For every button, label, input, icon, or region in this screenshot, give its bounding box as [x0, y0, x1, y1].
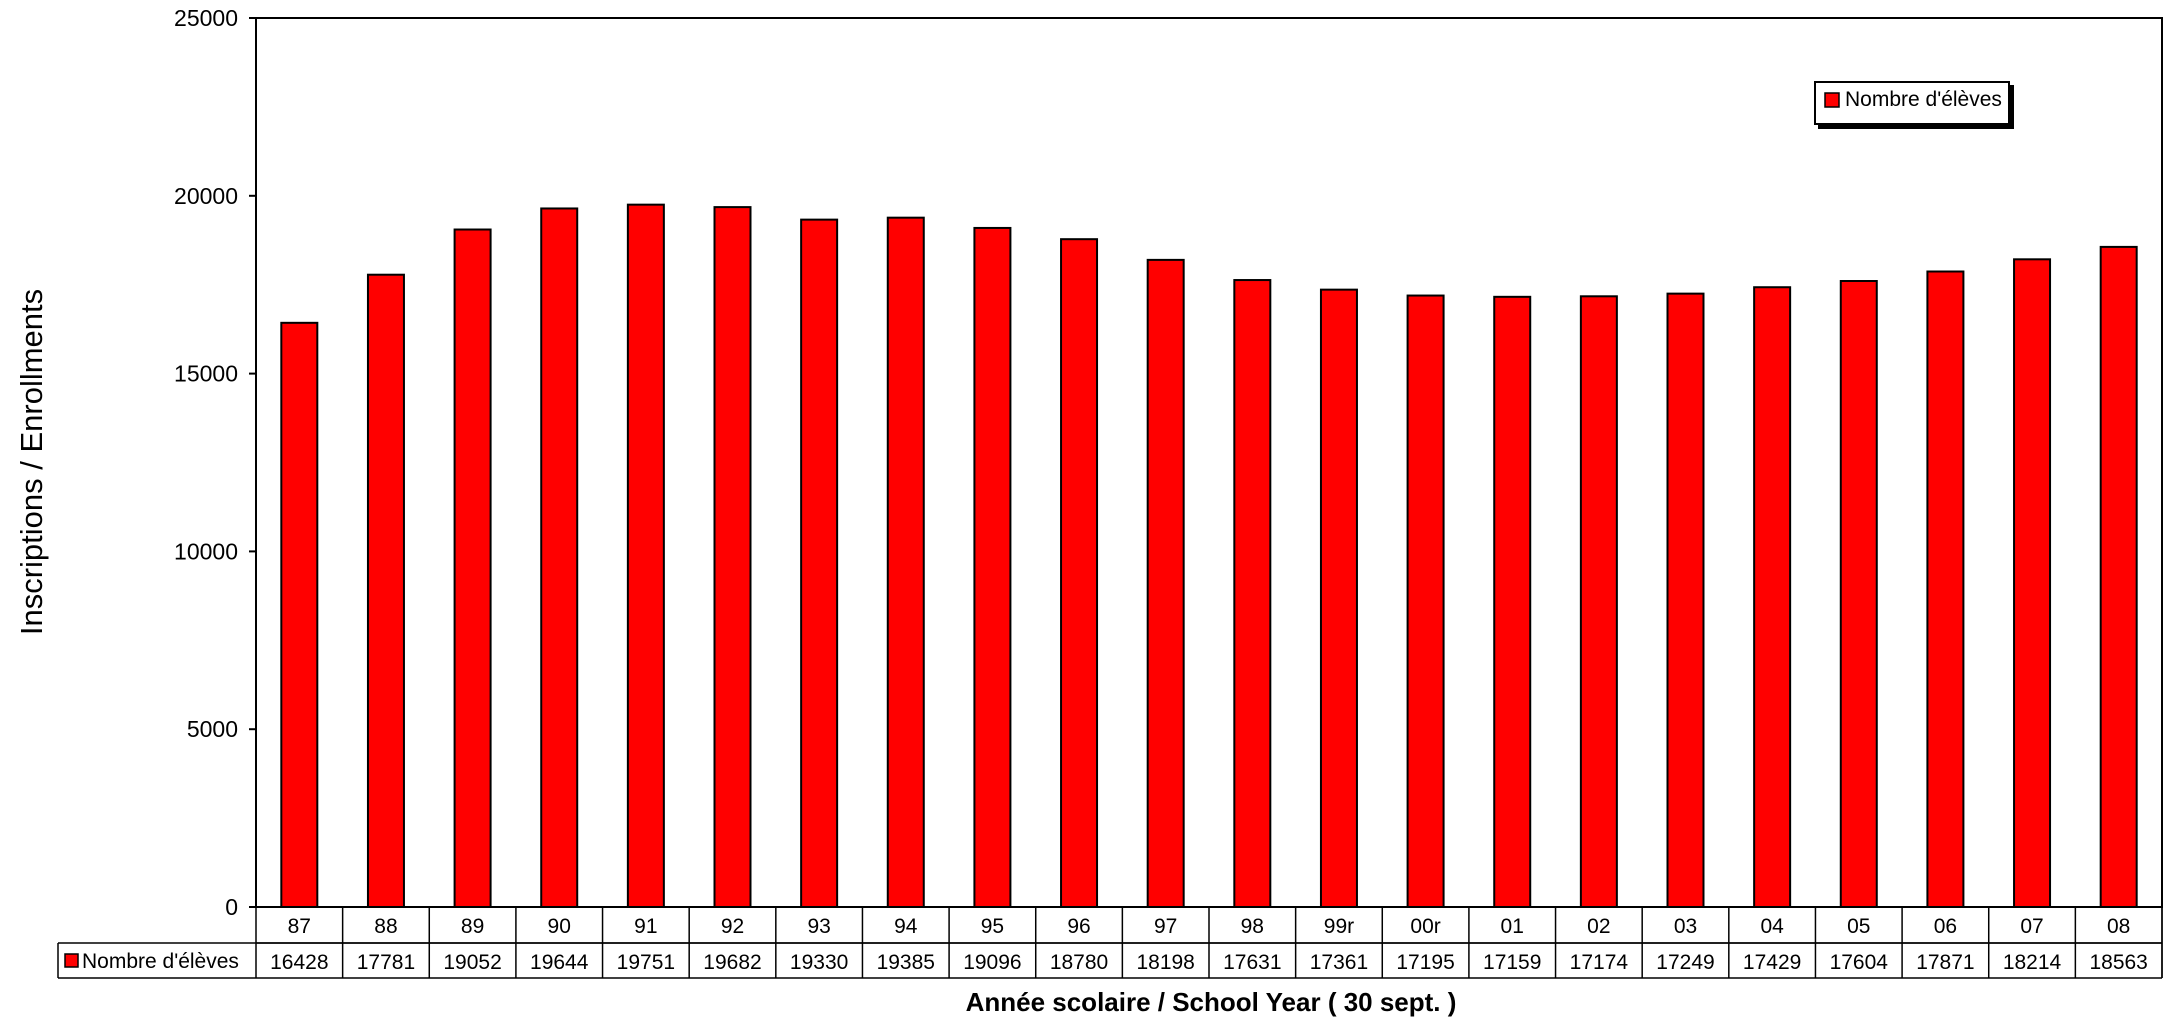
- legend-label: Nombre d'élèves: [1845, 88, 2002, 111]
- x-category-label: 06: [1934, 915, 1957, 938]
- x-category-label: 99r: [1324, 915, 1354, 938]
- y-tick-label: 10000: [174, 538, 238, 564]
- table-value-cell: 18563: [2089, 951, 2147, 974]
- x-category-label: 97: [1154, 915, 1177, 938]
- bar: [713, 206, 752, 908]
- x-category-label: 94: [894, 915, 918, 938]
- bar: [1406, 294, 1445, 909]
- legend-box: [1814, 81, 2010, 125]
- x-category-label: 98: [1241, 915, 1264, 938]
- bar: [800, 218, 839, 909]
- x-category-label: 02: [1587, 915, 1610, 938]
- table-value-cell: 17604: [1830, 951, 1889, 974]
- table-row-key: [64, 953, 79, 968]
- bar: [453, 228, 492, 909]
- table-value-cell: 18198: [1136, 951, 1194, 974]
- bar: [1060, 238, 1099, 908]
- table-value-cell: 17174: [1570, 951, 1629, 974]
- bar: [1579, 295, 1618, 909]
- data-table: Nombre d'élèves 87 16428 88 17781 89 19052 90 19…: [57, 907, 2163, 979]
- bar: [1926, 270, 1965, 908]
- y-tick-label: 25000: [174, 5, 238, 31]
- x-category-label: 08: [2107, 915, 2130, 938]
- table-value-cell: 19644: [530, 951, 589, 974]
- bar: [540, 207, 579, 909]
- bar: [280, 321, 319, 908]
- bar: [1839, 280, 1878, 908]
- x-category-label: 05: [1847, 915, 1870, 938]
- x-category-label: 88: [374, 915, 397, 938]
- y-axis: 0 5000 10000 15000 20000 25000: [174, 5, 256, 920]
- x-axis-title: Année scolaire / School Year ( 30 sept. …: [966, 987, 1457, 1017]
- table-value-cell: 17159: [1483, 951, 1541, 974]
- table-value-cell: 17781: [357, 951, 415, 974]
- bar: [626, 203, 665, 909]
- bar: [366, 273, 405, 908]
- x-category-label: 07: [2020, 915, 2043, 938]
- table-value-cell: 17871: [1916, 951, 1974, 974]
- table-value-cell: 17631: [1223, 951, 1281, 974]
- table-value-cell: 19096: [963, 951, 1021, 974]
- x-category-label: 95: [981, 915, 1004, 938]
- table-value-cell: 18780: [1050, 951, 1108, 974]
- bar: [1319, 288, 1358, 909]
- bar: [2013, 258, 2052, 908]
- table-value-cell: 17429: [1743, 951, 1801, 974]
- y-axis-title: Inscriptions / Enrollments: [14, 289, 49, 635]
- x-category-label: 89: [461, 915, 484, 938]
- table-value-cell: 19052: [443, 951, 501, 974]
- x-category-label: 96: [1067, 915, 1090, 938]
- bar: [2099, 245, 2138, 908]
- table-value-cell: 19385: [877, 951, 935, 974]
- y-tick-label: 20000: [174, 183, 238, 209]
- bar: [1146, 258, 1185, 908]
- legend: Nombre d'élèves: [1814, 81, 2010, 125]
- table-row-header: Nombre d'élèves: [82, 950, 239, 973]
- x-category-label: 00r: [1410, 915, 1440, 938]
- x-category-label: 93: [807, 915, 830, 938]
- bar: [1666, 292, 1705, 908]
- x-category-label: 92: [721, 915, 744, 938]
- x-category-label: 87: [288, 915, 311, 938]
- table-value-cell: 17249: [1656, 951, 1714, 974]
- bar: [1493, 295, 1532, 908]
- bars: [280, 203, 2138, 909]
- x-category-label: 91: [634, 915, 657, 938]
- bar: [1233, 279, 1272, 908]
- table-value-cell: 19330: [790, 951, 848, 974]
- bar: [886, 216, 925, 909]
- x-category-label: 04: [1760, 915, 1784, 938]
- x-category-label: 03: [1674, 915, 1697, 938]
- x-category-label: 01: [1501, 915, 1524, 938]
- y-tick-label: 5000: [187, 716, 238, 742]
- table-value-cell: 17361: [1310, 951, 1368, 974]
- table-value-cell: 17195: [1396, 951, 1454, 974]
- bar: [1753, 286, 1792, 909]
- table-value-cell: 18214: [2003, 951, 2062, 974]
- x-category-label: 90: [548, 915, 571, 938]
- y-tick-label: 15000: [174, 361, 238, 387]
- legend-swatch: [1824, 92, 1840, 108]
- y-tick-label: 0: [225, 894, 238, 920]
- bar: [973, 226, 1012, 909]
- table-value-cell: 16428: [270, 951, 328, 974]
- table-value-cell: 19751: [617, 951, 675, 974]
- table-value-cell: 19682: [703, 951, 761, 974]
